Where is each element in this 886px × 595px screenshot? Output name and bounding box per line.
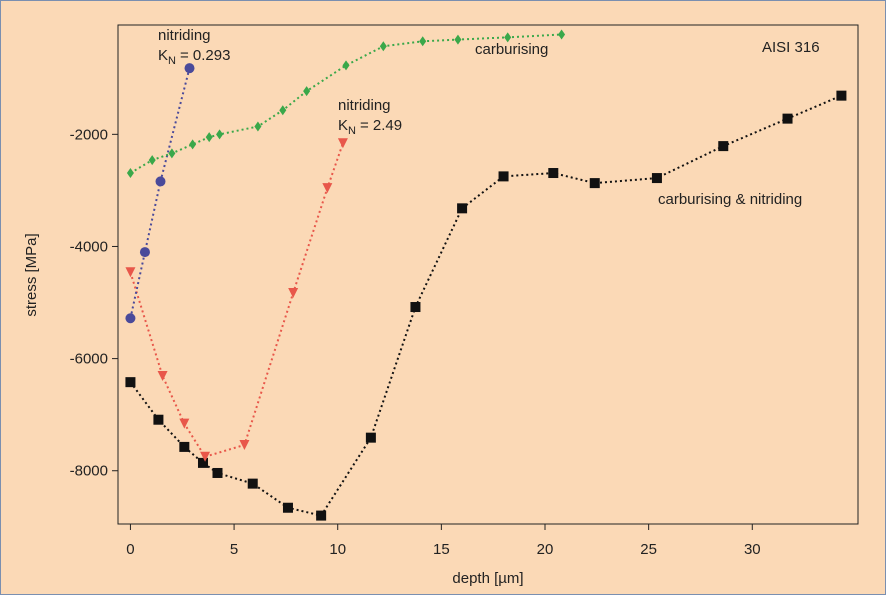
series-label-kn: KN = 0.293 bbox=[158, 47, 230, 67]
marker bbox=[125, 267, 136, 278]
marker bbox=[718, 141, 729, 152]
marker bbox=[454, 34, 462, 45]
marker bbox=[282, 502, 293, 513]
marker bbox=[139, 247, 150, 258]
series-label: carburising & nitriding bbox=[658, 191, 802, 208]
marker bbox=[179, 418, 190, 429]
series-label-kn: KN = 2.49 bbox=[338, 117, 402, 137]
marker bbox=[365, 432, 376, 443]
marker bbox=[342, 60, 350, 71]
marker bbox=[157, 370, 168, 381]
marker bbox=[184, 63, 195, 74]
x-tick-label: 0 bbox=[126, 541, 134, 558]
marker bbox=[148, 155, 156, 166]
marker bbox=[651, 173, 662, 184]
marker bbox=[457, 203, 468, 214]
marker bbox=[558, 29, 566, 40]
marker bbox=[179, 441, 190, 452]
y-tick-label: -6000 bbox=[70, 351, 108, 368]
marker bbox=[168, 148, 176, 159]
marker bbox=[239, 439, 250, 450]
kn-sub: N bbox=[348, 125, 356, 137]
y-tick-label: -2000 bbox=[70, 126, 108, 143]
marker bbox=[410, 302, 421, 313]
marker bbox=[504, 32, 512, 43]
marker bbox=[247, 478, 258, 489]
marker bbox=[155, 176, 166, 187]
x-tick-label: 20 bbox=[537, 541, 554, 558]
marker bbox=[782, 113, 793, 124]
marker bbox=[205, 132, 213, 143]
y-tick-label: -4000 bbox=[70, 238, 108, 255]
marker bbox=[279, 105, 287, 116]
kn-k: K bbox=[338, 117, 348, 134]
marker bbox=[254, 121, 262, 132]
kn-rest: = 0.293 bbox=[180, 47, 230, 64]
marker bbox=[125, 377, 136, 388]
kn-k: K bbox=[158, 47, 168, 64]
series-line bbox=[129, 94, 842, 517]
x-tick-label: 5 bbox=[230, 541, 238, 558]
marker bbox=[125, 313, 136, 324]
marker bbox=[288, 288, 299, 299]
series-label: nitriding bbox=[158, 27, 211, 44]
marker bbox=[212, 467, 223, 478]
series-label: nitriding bbox=[338, 97, 391, 114]
kn-sub: N bbox=[168, 55, 176, 67]
marker bbox=[316, 510, 327, 521]
marker bbox=[548, 168, 559, 179]
marker bbox=[200, 451, 211, 462]
x-tick-label: 15 bbox=[433, 541, 450, 558]
series-line bbox=[129, 142, 344, 458]
series-label: carburising bbox=[475, 41, 548, 58]
marker bbox=[189, 139, 197, 150]
x-tick-label: 10 bbox=[329, 541, 346, 558]
marker bbox=[337, 138, 348, 149]
marker bbox=[216, 129, 224, 140]
marker bbox=[836, 90, 847, 101]
marker bbox=[419, 36, 427, 47]
chart-title: AISI 316 bbox=[762, 39, 820, 56]
marker bbox=[379, 41, 387, 52]
marker bbox=[126, 168, 134, 179]
x-tick-label: 30 bbox=[744, 541, 761, 558]
kn-rest: = 2.49 bbox=[360, 117, 402, 134]
marker bbox=[322, 183, 333, 194]
y-axis-label: stress [MPa] bbox=[23, 233, 40, 316]
x-axis-label: depth [µm] bbox=[452, 570, 523, 587]
y-tick-label: -8000 bbox=[70, 463, 108, 480]
marker bbox=[197, 457, 208, 468]
marker bbox=[589, 178, 600, 189]
marker bbox=[303, 86, 311, 97]
marker bbox=[498, 171, 509, 182]
marker bbox=[153, 414, 164, 425]
x-tick-label: 25 bbox=[640, 541, 657, 558]
